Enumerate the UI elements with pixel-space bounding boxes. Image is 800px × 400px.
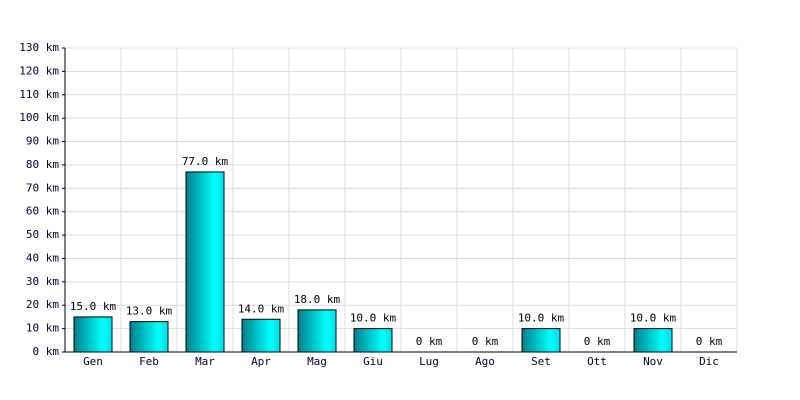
- x-tick-label: Feb: [139, 355, 159, 368]
- bar: [633, 328, 673, 353]
- y-tick-label: 40 km: [26, 251, 59, 264]
- y-tick-label: 50 km: [26, 228, 59, 241]
- y-tick-label: 80 km: [26, 158, 59, 171]
- x-tick-label: Ago: [475, 355, 495, 368]
- x-tick-label: Apr: [251, 355, 271, 368]
- bar: [73, 316, 113, 353]
- value-label: 13.0 km: [126, 305, 173, 318]
- x-tick-label: Giu: [363, 355, 383, 368]
- x-tick-label: Set: [531, 355, 551, 368]
- value-label: 0 km: [472, 335, 499, 348]
- y-tick-label: 60 km: [26, 205, 59, 218]
- value-label: 18.0 km: [294, 293, 341, 306]
- y-tick-label: 70 km: [26, 181, 59, 194]
- value-label: 14.0 km: [238, 302, 285, 315]
- bar: [185, 171, 225, 353]
- value-label: 0 km: [696, 335, 723, 348]
- value-label: 77.0 km: [182, 155, 229, 168]
- bar: [521, 328, 561, 353]
- value-label: 0 km: [416, 335, 443, 348]
- value-label: 0 km: [584, 335, 611, 348]
- y-tick-label: 130 km: [19, 41, 59, 54]
- y-tick-label: 90 km: [26, 135, 59, 148]
- y-tick-label: 20 km: [26, 298, 59, 311]
- value-label: 15.0 km: [70, 300, 117, 313]
- y-tick-label: 0 km: [33, 345, 60, 358]
- value-label: 10.0 km: [518, 312, 565, 325]
- y-tick-label: 100 km: [19, 111, 59, 124]
- x-tick-label: Gen: [83, 355, 103, 368]
- x-tick-label: Dic: [699, 355, 719, 368]
- value-label: 10.0 km: [630, 312, 677, 325]
- x-tick-label: Nov: [643, 355, 663, 368]
- y-tick-label: 10 km: [26, 322, 59, 335]
- bar: [297, 309, 337, 353]
- y-tick-label: 110 km: [19, 88, 59, 101]
- bar: [353, 328, 393, 353]
- x-tick-label: Lug: [419, 355, 439, 368]
- y-tick-label: 120 km: [19, 64, 59, 77]
- x-tick-label: Ott: [587, 355, 607, 368]
- bar: [241, 318, 281, 353]
- bar: [129, 321, 169, 353]
- value-label: 10.0 km: [350, 312, 397, 325]
- x-tick-label: Mar: [195, 355, 215, 368]
- x-tick-label: Mag: [307, 355, 327, 368]
- y-tick-label: 30 km: [26, 275, 59, 288]
